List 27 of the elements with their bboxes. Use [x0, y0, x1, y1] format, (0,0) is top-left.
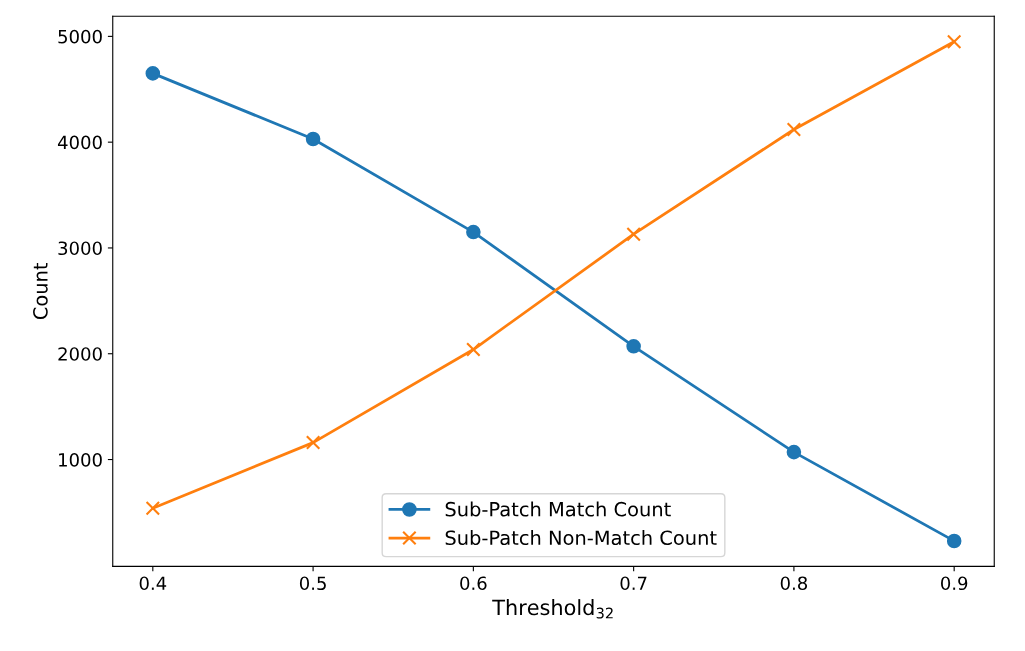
x-tick-label: 0.6 [460, 576, 487, 591]
y-tick-label: 2000 [58, 347, 102, 361]
point [145, 66, 161, 81]
y-tick-label: 1000 [59, 452, 102, 467]
x-tick-label: 0.4 [139, 576, 167, 591]
point [946, 34, 962, 49]
point [466, 342, 481, 357]
point [466, 224, 481, 240]
point [946, 533, 962, 549]
x-axis-title: Threshold$_{32}$ [492, 599, 613, 619]
y-tick-label: 3000 [58, 241, 102, 256]
point [626, 226, 641, 242]
point [305, 131, 321, 147]
y-axis-title: Count [33, 262, 48, 320]
point [305, 435, 321, 450]
x-tick-label: 0.9 [941, 576, 968, 591]
x-tick-label: 0.7 [620, 576, 647, 591]
point [145, 500, 161, 516]
y-tick-label: 4000 [57, 135, 102, 150]
y-tick-label: 5000 [58, 29, 102, 44]
point [786, 444, 802, 460]
legend-label: Sub-Patch Non-Match Count [445, 530, 717, 546]
legend-label: Sub-Patch Match Count [445, 501, 671, 517]
x-tick-label: 0.8 [780, 576, 808, 591]
point [786, 122, 802, 137]
x-tick-label: 0.5 [299, 576, 326, 591]
point [626, 339, 641, 354]
